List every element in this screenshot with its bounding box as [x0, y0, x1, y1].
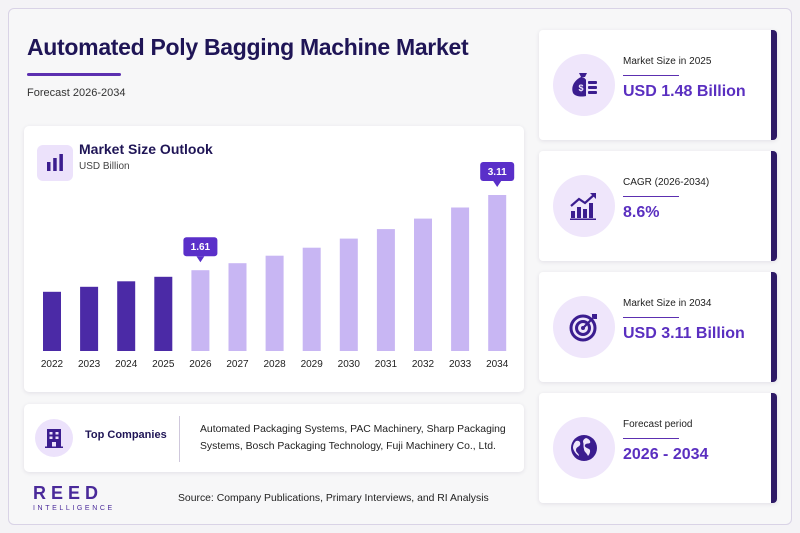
logo-tagline: INTELLIGENCE [33, 505, 115, 512]
stat-rule [623, 196, 679, 197]
companies-label: Top Companies [85, 429, 167, 441]
companies-list: Automated Packaging Systems, PAC Machine… [200, 424, 506, 452]
x-tick-label-2024: 2024 [115, 359, 138, 370]
x-tick-label-2023: 2023 [78, 359, 101, 370]
bar-2026 [191, 270, 210, 351]
stat-card-market-size-2034: Market Size in 2034 USD 3.11 Billion [539, 272, 777, 382]
bar-chart-icon [37, 145, 73, 181]
growth-chart-icon [553, 175, 615, 237]
logo-wordmark: REED [33, 483, 104, 503]
callout-2026: 1.61 [183, 237, 218, 263]
x-tick-label-2032: 2032 [412, 359, 435, 370]
stat-card-market-size-2025: $ Market Size in 2025 USD 1.48 Billion [539, 30, 777, 140]
svg-text:$: $ [579, 83, 584, 93]
stat-label: Market Size in 2025 [623, 56, 712, 67]
x-tick-label-2029: 2029 [301, 359, 324, 370]
stat-rule [623, 317, 679, 318]
bar-2032 [414, 218, 432, 351]
chart-unit: USD Billion [79, 161, 130, 172]
bar-2022 [43, 291, 61, 351]
globe-icon [553, 417, 615, 479]
building-icon [35, 419, 73, 457]
title-underline [27, 73, 121, 76]
chart-card: Market Size Outlook USD Billion 2022 2023… [24, 126, 524, 392]
stat-label: CAGR (2026-2034) [623, 177, 710, 188]
bar-2025 [154, 276, 173, 351]
source-note: Source: Company Publications, Primary In… [178, 493, 489, 504]
x-tick-label-2028: 2028 [263, 359, 286, 370]
x-tick-label-2027: 2027 [226, 359, 249, 370]
chart-title: Market Size Outlook [79, 141, 213, 157]
brand-logo: REED INTELLIGENCE [33, 483, 115, 512]
stat-value: USD 3.11 Billion [623, 325, 745, 342]
bar-2029 [302, 247, 321, 351]
bar-2024 [117, 281, 136, 351]
stat-rule [623, 438, 679, 439]
page-title: Automated Poly Bagging Machine Market [27, 34, 469, 60]
callout-2034: 3.11 [480, 162, 515, 187]
x-tick-label-2022: 2022 [41, 359, 64, 370]
stat-value: 8.6% [623, 204, 660, 221]
stat-label: Forecast period [623, 419, 693, 430]
x-tick-label-2026: 2026 [189, 359, 212, 370]
stat-value: 2026 - 2034 [623, 446, 709, 463]
data-label-2034: 3.11 [488, 167, 507, 178]
bar-2031 [376, 229, 395, 351]
x-tick-label-2031: 2031 [375, 359, 398, 370]
divider [179, 416, 180, 462]
stat-value: USD 1.48 Billion [623, 83, 746, 100]
bar-2028 [265, 255, 284, 351]
x-tick-label-2030: 2030 [338, 359, 361, 370]
x-tick-label-2034: 2034 [486, 359, 509, 370]
stat-rule [623, 75, 679, 76]
data-label-2026: 1.61 [191, 242, 211, 253]
x-tick-label-2033: 2033 [449, 359, 472, 370]
x-tick-label-2025: 2025 [152, 359, 175, 370]
stat-label: Market Size in 2034 [623, 298, 712, 309]
bar-2027 [228, 263, 247, 351]
page-subtitle: Forecast 2026-2034 [27, 87, 126, 99]
bar-2030 [339, 238, 358, 351]
stat-card-forecast-period: Forecast period 2026 - 2034 [539, 393, 777, 503]
bar-chart: 2022 2023 2024 2025 2026 2027 2028 2029 2030 2031… [41, 162, 515, 370]
bar-2033 [451, 207, 470, 351]
bar-2023 [80, 286, 99, 351]
stat-card-cagr: CAGR (2026-2034) 8.6% [539, 151, 777, 261]
target-icon [553, 296, 615, 358]
money-bag-icon: $ [553, 54, 615, 116]
companies-card: Top Companies Automated Packaging System… [24, 404, 524, 472]
bar-2034 [488, 195, 507, 351]
